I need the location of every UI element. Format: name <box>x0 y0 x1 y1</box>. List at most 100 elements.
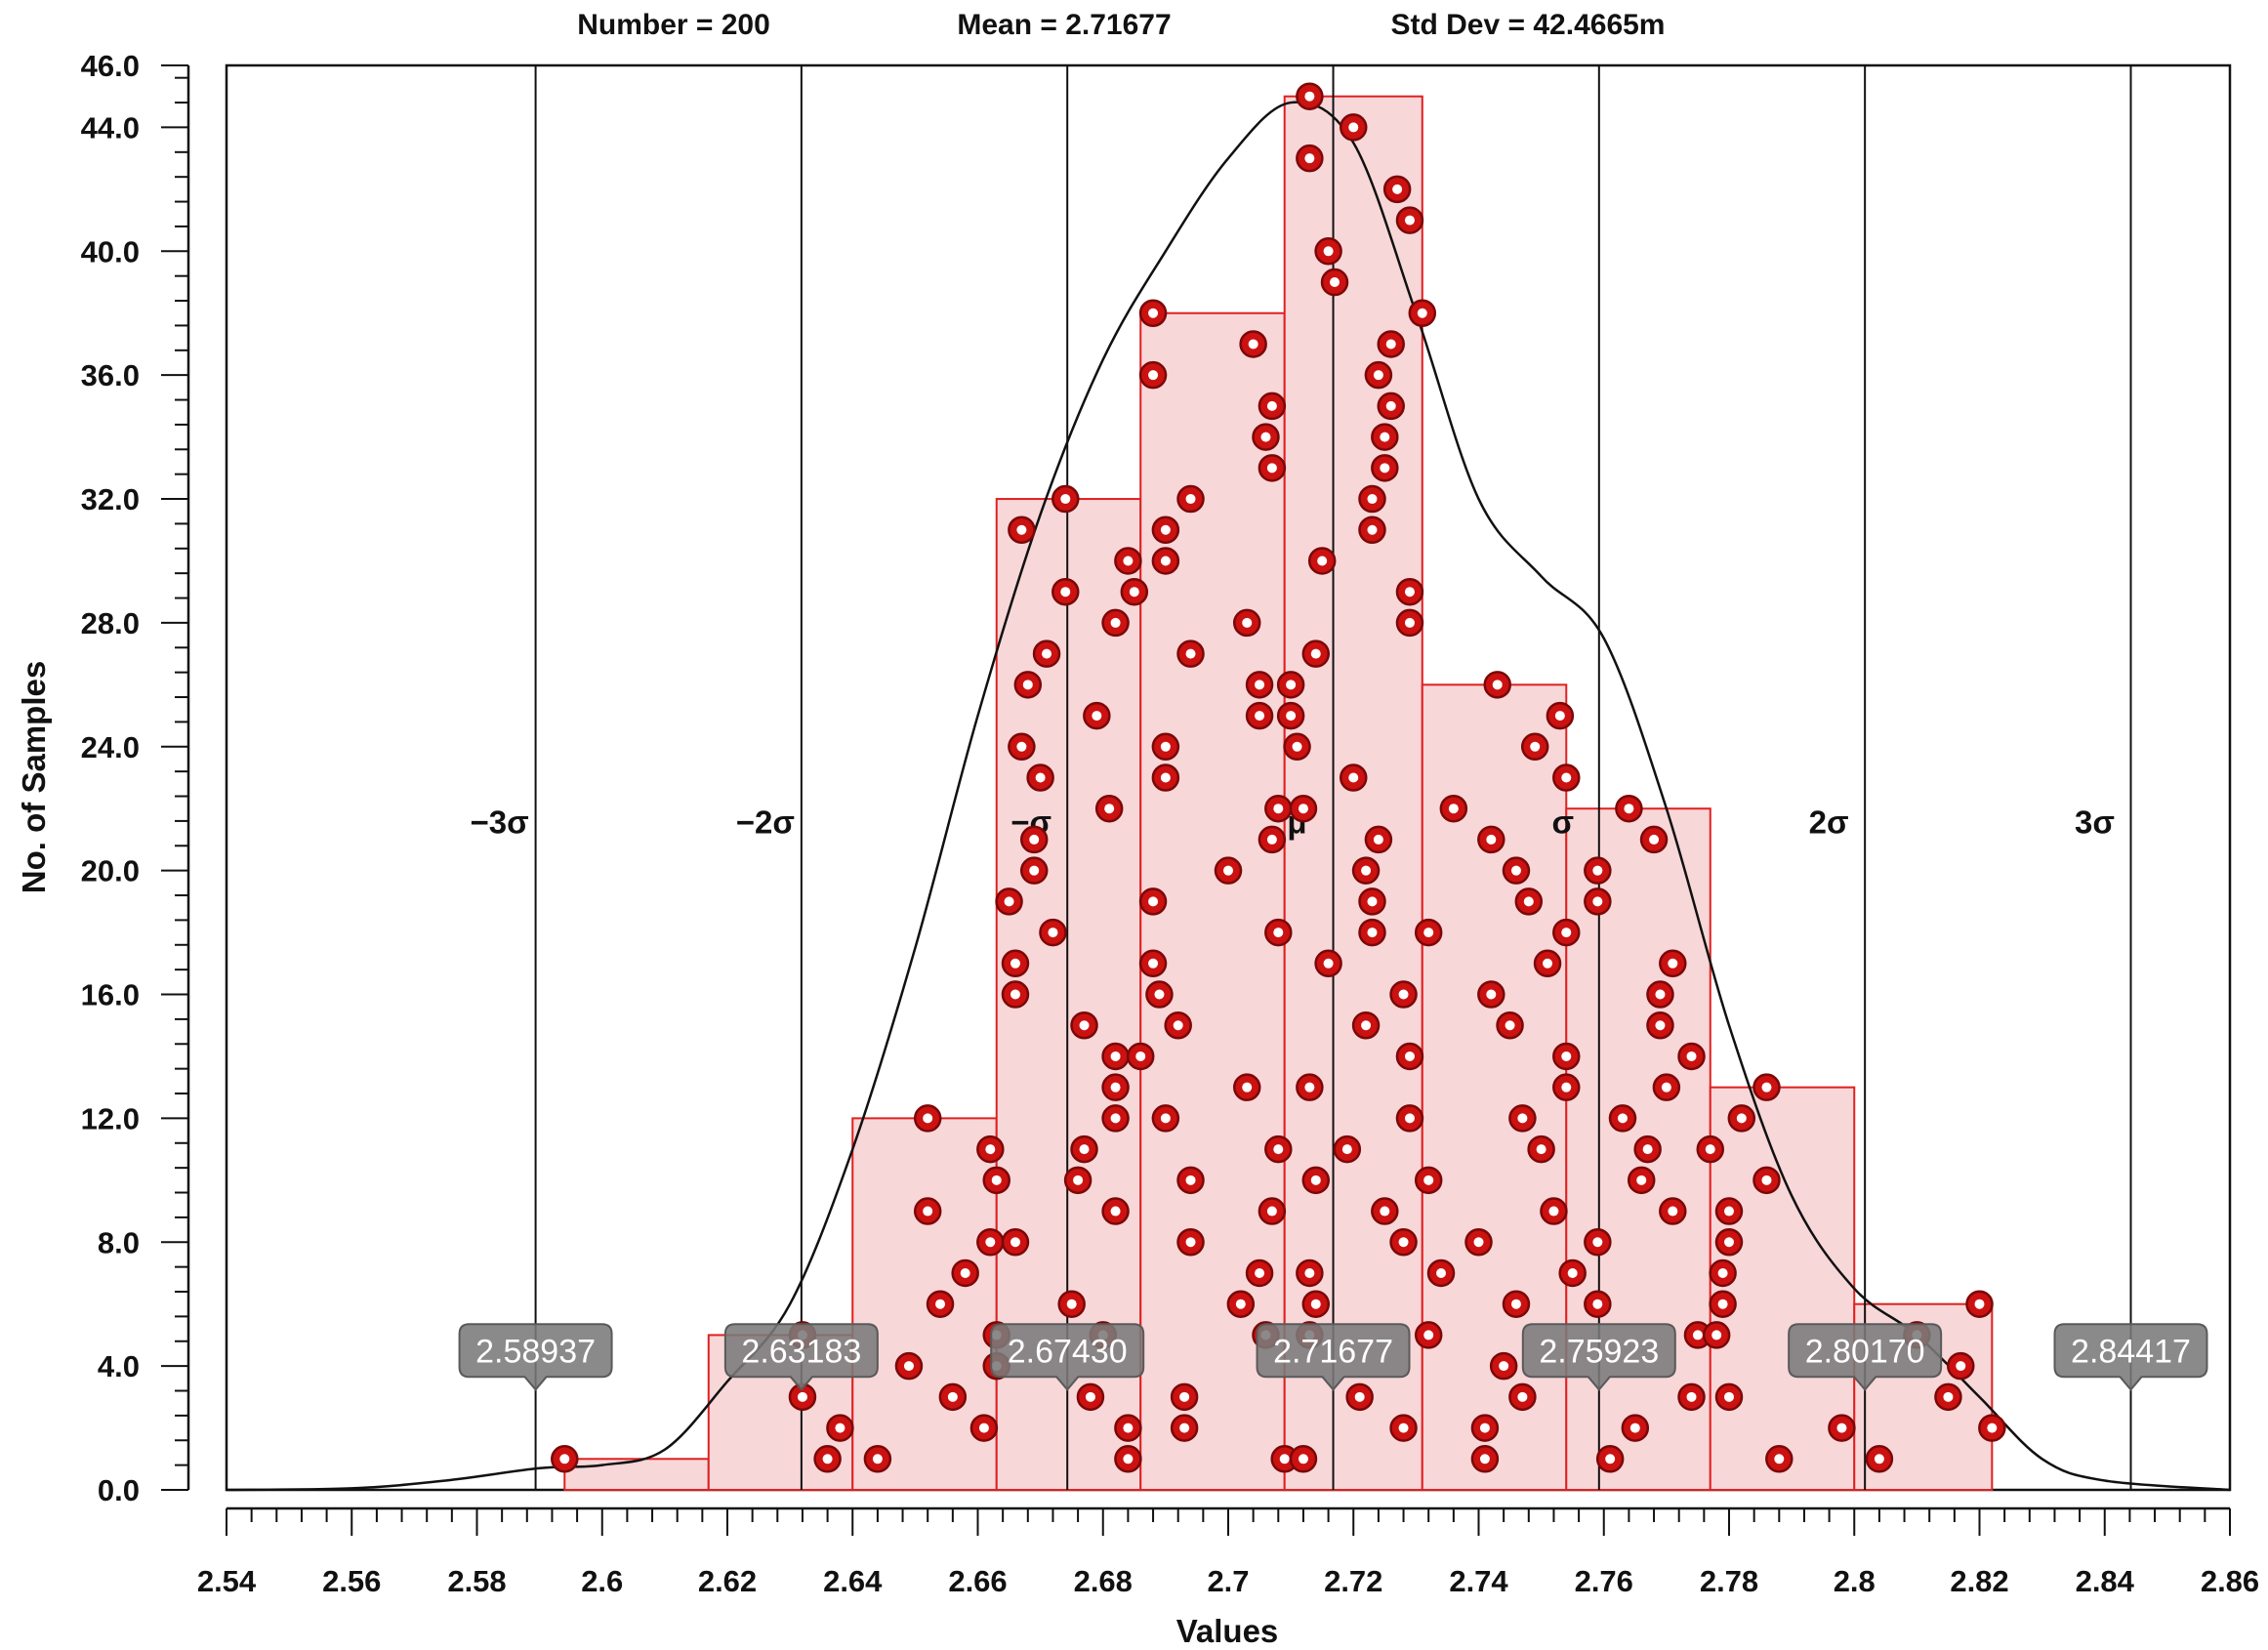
sample-marker <box>1470 1414 1500 1442</box>
sample-marker <box>1552 763 1581 792</box>
sample-marker-hole <box>1686 1051 1697 1061</box>
sample-marker-hole <box>1373 834 1383 845</box>
sample-marker <box>1426 1258 1456 1288</box>
y-tick-label: 0.0 <box>98 1473 140 1507</box>
sample-marker-hole <box>1692 1330 1703 1341</box>
sample-marker-hole <box>1436 1267 1447 1278</box>
sample-marker <box>1552 1042 1581 1071</box>
sample-marker-hole <box>1561 1051 1572 1061</box>
sample-marker-hole <box>1974 1299 1985 1309</box>
x-tick-label: 2.62 <box>698 1564 757 1598</box>
sample-marker <box>1753 1073 1781 1101</box>
sample-marker-hole <box>1273 928 1284 938</box>
sample-marker-hole <box>923 1113 933 1124</box>
sample-marker-hole <box>1104 804 1115 814</box>
sample-marker-hole <box>1517 1113 1528 1124</box>
y-tick-label: 32.0 <box>81 482 140 516</box>
sample-marker-hole <box>1404 1113 1415 1124</box>
sample-marker <box>1714 1382 1744 1412</box>
x-axis: 2.54 2.56 2.58 2.6 2.62 2.64 2.66 2.68 2.7 2.72 2.… <box>197 1506 2259 1598</box>
y-tick-label: 16.0 <box>81 978 140 1012</box>
sample-marker-hole <box>1304 153 1315 164</box>
callout-box <box>2053 1323 2208 1391</box>
stats-header: Number = 200 Mean = 2.71677 Std Dev = 42… <box>577 9 1665 41</box>
sample-marker-hole <box>1398 1237 1409 1248</box>
callout-box <box>1788 1323 1943 1391</box>
sample-marker-hole <box>1148 370 1159 381</box>
sample-marker-hole <box>1010 1237 1020 1248</box>
sample-marker <box>826 1414 854 1442</box>
sample-marker-hole <box>1323 246 1334 257</box>
callout-value: 2.75923 <box>1539 1333 1659 1370</box>
sample-marker-hole <box>935 1299 946 1309</box>
sample-marker-hole <box>1367 928 1378 938</box>
callout-box <box>1521 1323 1676 1391</box>
sample-marker-hole <box>1561 772 1572 783</box>
sample-marker-hole <box>1348 772 1359 783</box>
sample-marker-hole <box>1042 648 1052 659</box>
sample-marker <box>1595 1445 1625 1473</box>
sample-marker-hole <box>1060 587 1071 598</box>
sample-marker <box>1151 1104 1180 1133</box>
sample-marker <box>1358 918 1386 947</box>
callout-value: 2.84417 <box>2071 1333 2191 1370</box>
sample-marker-hole <box>985 1237 996 1248</box>
sample-marker-hole <box>1266 834 1277 845</box>
sample-marker <box>1264 1134 1293 1164</box>
sample-marker <box>1340 113 1368 142</box>
sample-marker-hole <box>1385 400 1396 411</box>
sample-marker <box>1145 980 1174 1009</box>
sample-marker <box>1301 1290 1331 1318</box>
sample-marker-hole <box>1479 1454 1490 1464</box>
y-tick-label: 20.0 <box>81 854 140 888</box>
sample-marker <box>1533 949 1562 978</box>
density-curve <box>226 101 2231 1492</box>
sample-marker-hole <box>835 1423 845 1433</box>
sample-marker <box>1258 454 1287 482</box>
sample-marker <box>1001 1228 1030 1257</box>
sample-marker <box>1070 1134 1098 1164</box>
sample-marker <box>926 1290 955 1318</box>
sample-marker <box>1395 608 1424 638</box>
sample-marker <box>1013 671 1043 699</box>
sample-marker-hole <box>923 1206 933 1217</box>
sample-marker-hole <box>1987 1423 1998 1433</box>
sample-marker <box>1646 980 1674 1009</box>
sigma-lines: −3σ −2σ −σ μ σ 2σ 3σ <box>470 65 2132 1490</box>
sample-marker-hole <box>1510 865 1521 876</box>
x-tick-label: 2.86 <box>2201 1564 2259 1598</box>
sample-marker <box>1371 423 1399 451</box>
sample-marker-hole <box>1486 989 1497 1000</box>
sample-marker-hole <box>1185 1175 1196 1185</box>
sample-marker-hole <box>1310 1299 1321 1309</box>
sample-marker <box>1101 1042 1130 1071</box>
histogram-bars <box>563 95 1994 1492</box>
sample-marker <box>1026 763 1054 792</box>
stat-mean: Mean = 2.71677 <box>957 9 1171 41</box>
sample-marker-hole <box>1499 1361 1509 1372</box>
sample-marker-hole <box>1774 1454 1785 1464</box>
sample-marker <box>1753 1166 1781 1195</box>
sample-marker-hole <box>1717 1267 1728 1278</box>
sample-markers <box>551 82 2006 1473</box>
sample-marker <box>1377 330 1405 358</box>
x-tick-label: 2.58 <box>447 1564 506 1598</box>
sample-marker-hole <box>1668 1206 1678 1217</box>
sample-marker-hole <box>1273 804 1284 814</box>
sample-marker <box>1546 701 1575 730</box>
sample-marker <box>1395 1042 1424 1071</box>
sample-marker-hole <box>1248 339 1258 350</box>
sample-marker <box>1389 980 1418 1009</box>
sample-marker-hole <box>1661 1082 1671 1093</box>
sigma-value-callouts: 2.58937 2.63183 2.67430 2.71677 2.75923 2.801… <box>458 1323 2208 1391</box>
sample-marker <box>1584 1228 1612 1257</box>
sample-marker <box>1364 360 1393 390</box>
sample-marker-hole <box>1385 339 1396 350</box>
sample-marker <box>1520 732 1549 762</box>
sample-marker-hole <box>1341 1144 1352 1155</box>
sample-marker <box>1677 1382 1706 1412</box>
sample-marker <box>1646 1011 1674 1040</box>
sample-marker-hole <box>1266 463 1277 474</box>
sample-marker <box>1552 918 1581 947</box>
sample-marker-hole <box>1304 1082 1315 1093</box>
